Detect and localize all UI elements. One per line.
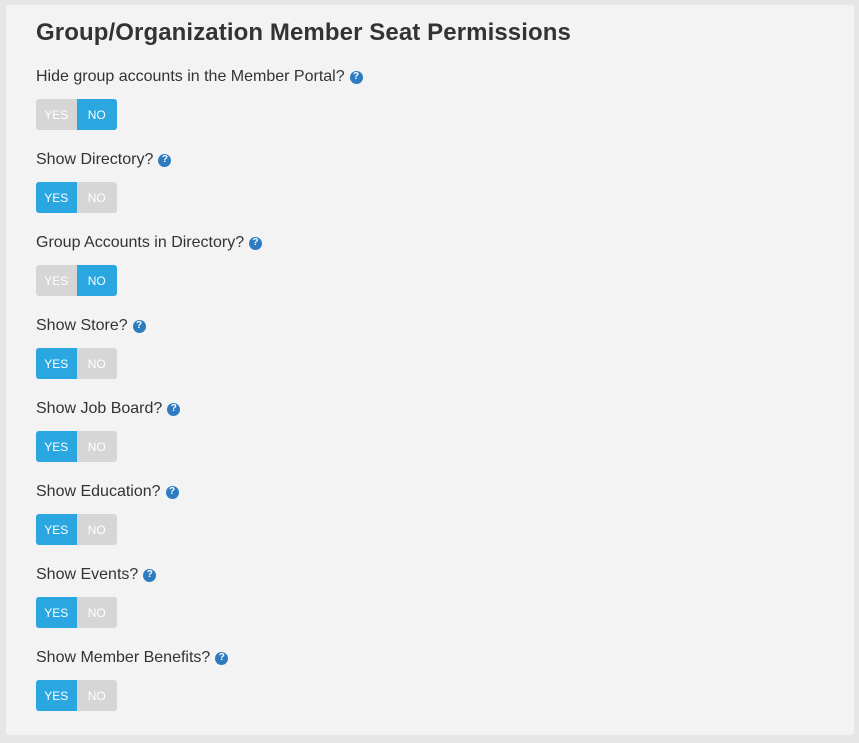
help-icon[interactable]: ?	[349, 70, 363, 84]
help-icon[interactable]: ?	[143, 568, 157, 582]
setting-show-store: Show Store? ? YES NO	[36, 315, 146, 379]
yes-button[interactable]: YES	[36, 680, 77, 711]
setting-label: Show Store? ?	[36, 315, 146, 337]
page-title: Group/Organization Member Seat Permissio…	[36, 19, 571, 46]
setting-label: Hide group accounts in the Member Portal…	[36, 66, 363, 88]
no-button[interactable]: NO	[76, 99, 117, 130]
yes-no-toggle: YES NO	[36, 99, 117, 130]
help-icon[interactable]: ?	[215, 651, 229, 665]
no-button[interactable]: NO	[76, 265, 117, 296]
help-icon[interactable]: ?	[158, 153, 172, 167]
setting-label-text: Show Member Benefits?	[36, 649, 211, 666]
setting-label: Show Events? ?	[36, 564, 157, 586]
no-button[interactable]: NO	[76, 597, 117, 628]
no-button[interactable]: NO	[76, 348, 117, 379]
help-icon[interactable]: ?	[165, 485, 179, 499]
yes-button[interactable]: YES	[36, 597, 77, 628]
no-button[interactable]: NO	[76, 514, 117, 545]
setting-show-directory: Show Directory? ? YES NO	[36, 149, 172, 213]
setting-hide-group-accounts: Hide group accounts in the Member Portal…	[36, 66, 363, 130]
setting-group-accounts-in-directory: Group Accounts in Directory? ? YES NO	[36, 232, 263, 296]
setting-label-text: Show Store?	[36, 317, 128, 334]
yes-no-toggle: YES NO	[36, 182, 117, 213]
yes-button[interactable]: YES	[36, 514, 77, 545]
yes-button[interactable]: YES	[36, 431, 77, 462]
setting-label-text: Show Events?	[36, 566, 139, 583]
no-button[interactable]: NO	[76, 431, 117, 462]
yes-no-toggle: YES NO	[36, 431, 117, 462]
help-icon[interactable]: ?	[132, 319, 146, 333]
setting-label-text: Show Job Board?	[36, 400, 163, 417]
setting-show-job-board: Show Job Board? ? YES NO	[36, 398, 181, 462]
no-button[interactable]: NO	[76, 182, 117, 213]
setting-label: Show Job Board? ?	[36, 398, 181, 420]
setting-label: Group Accounts in Directory? ?	[36, 232, 263, 254]
setting-label: Show Member Benefits? ?	[36, 647, 229, 669]
setting-label: Show Directory? ?	[36, 149, 172, 171]
yes-button[interactable]: YES	[36, 265, 77, 296]
yes-no-toggle: YES NO	[36, 680, 117, 711]
help-icon[interactable]: ?	[249, 236, 263, 250]
help-icon[interactable]: ?	[167, 402, 181, 416]
setting-show-events: Show Events? ? YES NO	[36, 564, 157, 628]
yes-no-toggle: YES NO	[36, 265, 117, 296]
setting-label-text: Group Accounts in Directory?	[36, 234, 245, 251]
yes-no-toggle: YES NO	[36, 514, 117, 545]
yes-button[interactable]: YES	[36, 99, 77, 130]
setting-show-education: Show Education? ? YES NO	[36, 481, 179, 545]
yes-button[interactable]: YES	[36, 182, 77, 213]
no-button[interactable]: NO	[76, 680, 117, 711]
permissions-panel: Group/Organization Member Seat Permissio…	[6, 5, 854, 735]
setting-label-text: Show Directory?	[36, 151, 154, 168]
yes-no-toggle: YES NO	[36, 597, 117, 628]
setting-show-member-benefits: Show Member Benefits? ? YES NO	[36, 647, 229, 711]
yes-button[interactable]: YES	[36, 348, 77, 379]
yes-no-toggle: YES NO	[36, 348, 117, 379]
setting-label-text: Hide group accounts in the Member Portal…	[36, 68, 345, 85]
setting-label-text: Show Education?	[36, 483, 161, 500]
setting-label: Show Education? ?	[36, 481, 179, 503]
